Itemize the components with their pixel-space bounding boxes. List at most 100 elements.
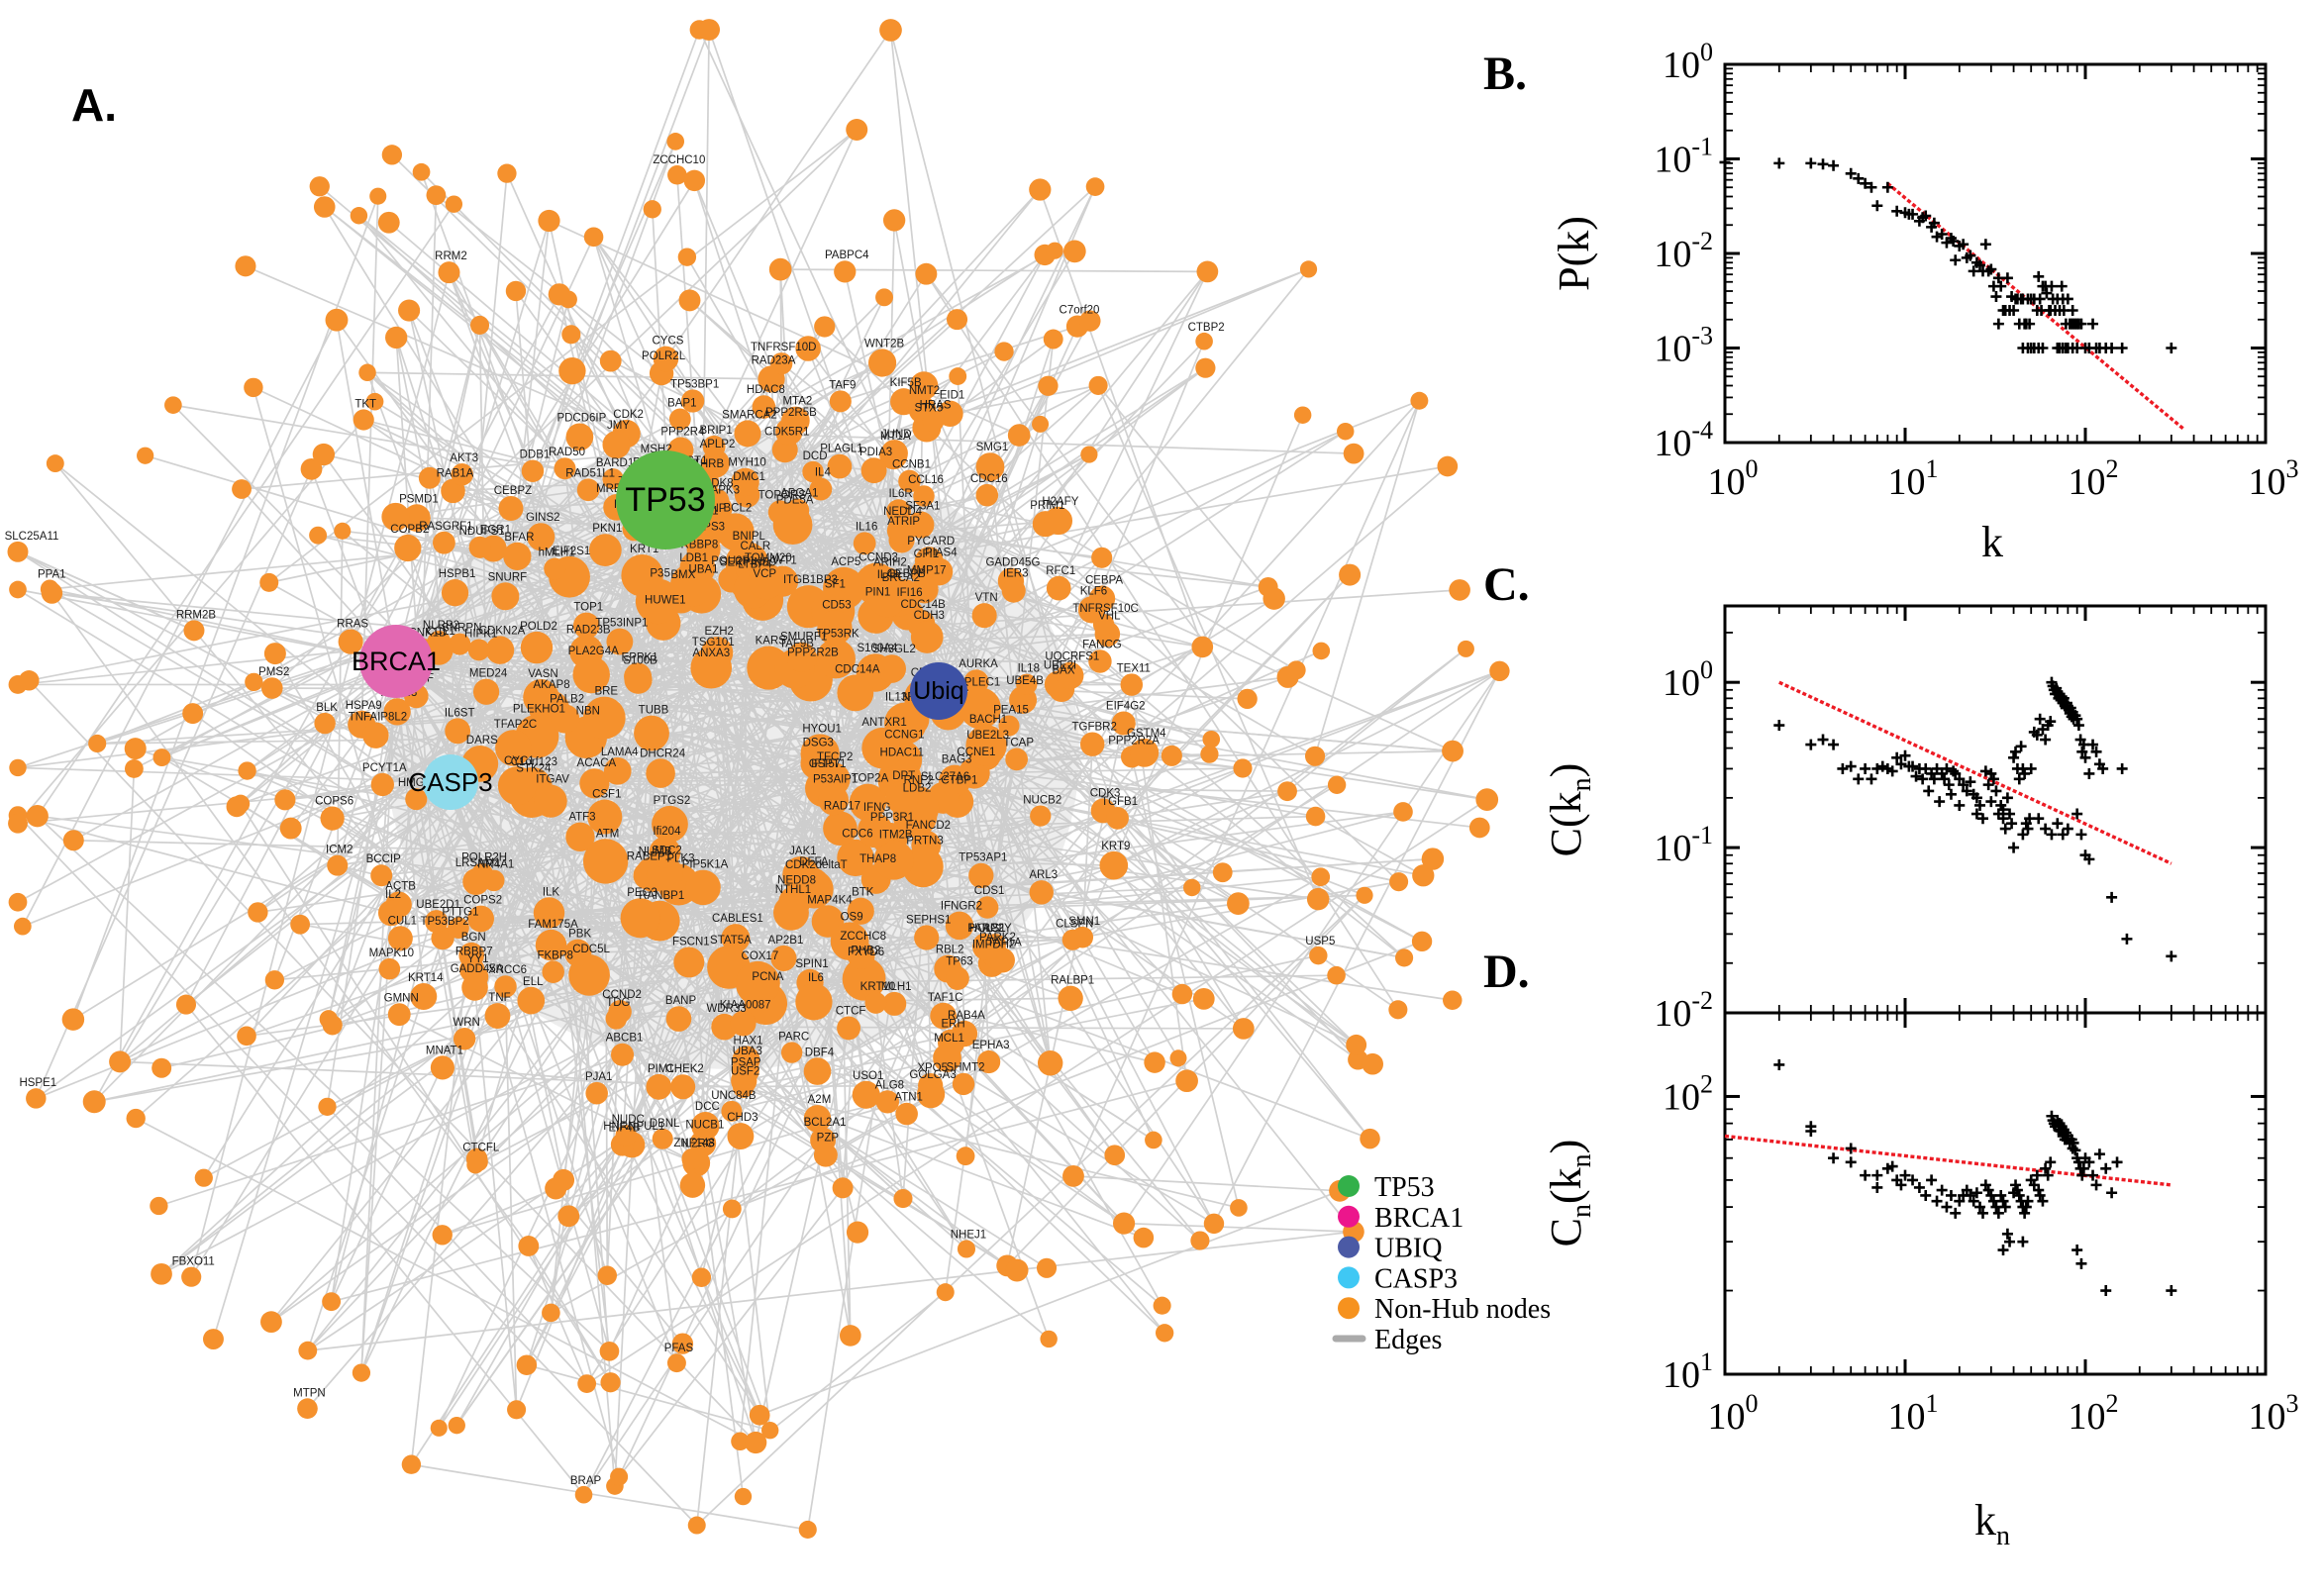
network-node <box>734 420 761 448</box>
gene-label: PPP2R2A <box>1108 735 1160 747</box>
x-tick-label: 101 <box>1888 1389 1939 1438</box>
network-node <box>1005 748 1029 771</box>
network-node <box>975 452 1005 482</box>
network-node <box>8 892 28 912</box>
network-node <box>1293 406 1312 424</box>
network-node <box>583 227 604 248</box>
gene-label: PFAS <box>664 1343 694 1354</box>
network-node <box>579 768 610 799</box>
network-node <box>453 1028 476 1050</box>
network-node <box>803 1057 832 1085</box>
gene-label: RAD51L1 <box>565 467 615 479</box>
network-node <box>1203 1213 1225 1235</box>
network-node <box>886 517 915 545</box>
gene-label: TNFAIP8L2 <box>349 712 407 724</box>
scatter-point <box>2056 280 2068 292</box>
network-node <box>998 715 1020 737</box>
network-node <box>860 457 887 484</box>
gene-label: EPHA3 <box>972 1040 1010 1051</box>
scatter-point <box>1941 1201 1953 1213</box>
gene-label: IFI16 <box>896 587 922 599</box>
network-edge <box>307 1231 1355 1351</box>
gene-label: RASGRF1 <box>419 521 472 533</box>
network-node <box>1212 862 1233 883</box>
gene-label: CCND2 <box>602 989 642 1001</box>
network-edge <box>135 1117 757 1444</box>
scatter-point <box>1970 792 1982 804</box>
network-node <box>882 991 907 1016</box>
network-edge <box>268 581 861 913</box>
network-node <box>290 914 311 935</box>
network-node <box>320 806 345 831</box>
network-node <box>1130 738 1160 767</box>
y-tick-label: 10-2 <box>1654 227 1713 275</box>
gene-label: IL18 <box>1018 663 1040 675</box>
y-axis-title: C(kn) <box>1542 763 1597 857</box>
network-node <box>1111 711 1136 736</box>
gene-label: PPP2R4 <box>660 426 705 438</box>
scatter-point <box>2037 1195 2049 1207</box>
gene-label: ILK <box>543 886 560 898</box>
network-edge <box>959 925 1453 1002</box>
network-node <box>1169 1049 1187 1067</box>
network-node <box>1233 758 1253 778</box>
network-node <box>485 636 515 664</box>
network-node <box>203 1329 224 1350</box>
gene-label: TSG101 <box>692 637 735 648</box>
scatter-point <box>2068 1137 2079 1148</box>
gene-label: ITM2B <box>879 829 913 841</box>
network-node <box>1044 506 1073 536</box>
gene-label: TNF <box>488 992 510 1004</box>
network-node <box>418 466 441 489</box>
scatter-point <box>1817 734 1829 746</box>
network-node <box>497 163 517 183</box>
gene-label: SMN1 <box>1068 916 1100 928</box>
gene-label: PMS2 <box>258 666 289 678</box>
network-node <box>683 169 706 192</box>
network-node <box>873 840 914 880</box>
network-node <box>949 367 967 385</box>
gene-label: STX5 <box>914 403 943 415</box>
scatter-point <box>2116 762 2128 774</box>
gene-label: XPO5 <box>917 1062 948 1074</box>
scatter-point <box>1853 773 1865 785</box>
network-edge <box>72 195 379 1020</box>
gene-label: IMPDH2 <box>972 939 1015 950</box>
scatter-point <box>2019 1207 2031 1219</box>
gene-label: CDC5L <box>572 944 610 955</box>
panel-label-d: D. <box>1483 946 1530 998</box>
network-node <box>599 1341 620 1361</box>
network-node <box>770 945 797 971</box>
gene-label: CCL1 <box>426 626 454 638</box>
gene-label: RALBP1 <box>1051 975 1094 987</box>
network-node <box>1061 929 1083 950</box>
gene-label: TEX11 <box>1117 662 1151 674</box>
network-node <box>430 1419 448 1437</box>
network-node <box>602 431 631 459</box>
network-node <box>1037 1050 1063 1076</box>
network-node <box>1449 579 1470 601</box>
network-edge <box>813 997 1071 1003</box>
network-node <box>1106 807 1129 830</box>
network-node <box>1356 886 1373 904</box>
gene-label: EIF2S1 <box>553 546 590 557</box>
gene-label: AKAP8 <box>534 679 570 691</box>
gene-label: ZNF148 <box>673 1138 715 1149</box>
gene-label: ITGAV <box>536 774 569 786</box>
network-node <box>615 1125 638 1147</box>
network-node <box>818 784 850 816</box>
network-edge <box>1116 574 1351 819</box>
network-node <box>588 534 622 567</box>
gene-label: MTPN <box>293 1387 326 1399</box>
network-edge <box>284 690 940 801</box>
legend-label: Edges <box>1374 1325 1442 1355</box>
network-node <box>19 670 40 691</box>
network-edge <box>964 385 1050 1156</box>
scatter-point <box>1990 291 2002 303</box>
scatter-point <box>1923 785 1935 797</box>
network-edge <box>421 195 438 652</box>
gene-label: CTCF <box>836 1005 866 1017</box>
scatter-point <box>2046 280 2058 292</box>
network-node <box>634 715 669 751</box>
network-node <box>1360 1128 1380 1149</box>
